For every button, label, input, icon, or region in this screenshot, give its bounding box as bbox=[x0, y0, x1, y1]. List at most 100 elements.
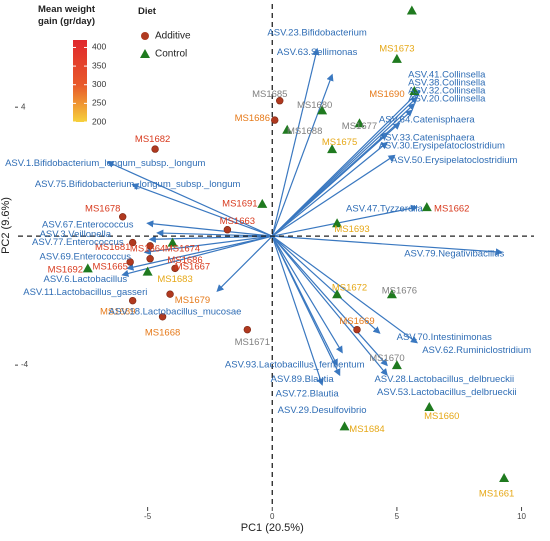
loading-label: ASV.41.Collinsella bbox=[408, 69, 486, 80]
loading-arrow-15 bbox=[148, 235, 273, 243]
loading-label: ASV.93.Lactobacillus_fermentum bbox=[225, 360, 365, 371]
axes-layer: -5 0 5 10 -4 4 PC1 (20.5%) PC2 (9.6%) bbox=[0, 102, 527, 534]
loading-label: ASV.63.Sellimonas bbox=[277, 47, 358, 58]
loading-label: ASV.64.Catenisphaera bbox=[379, 115, 475, 126]
sample-point-control-10 bbox=[257, 198, 268, 208]
x-axis-label: PC1 (20.5%) bbox=[241, 522, 304, 534]
loading-arrow-11 bbox=[131, 183, 273, 237]
loading-arrow-12 bbox=[272, 204, 419, 237]
legend-gradient-tick-label: 350 bbox=[92, 60, 106, 70]
sample-label: MS1693 bbox=[334, 224, 369, 235]
loading-label: ASV.32.Collinsella bbox=[408, 86, 486, 97]
sample-label: MS1681 bbox=[95, 242, 130, 253]
loading-arrow-20 bbox=[216, 235, 273, 292]
legend-gradient-title-line1: Mean weight bbox=[38, 4, 96, 15]
sample-label: MS1677 bbox=[342, 121, 377, 132]
sample-label: MS1691 bbox=[222, 198, 257, 209]
loading-label: ASV.72.Blautia bbox=[276, 389, 340, 400]
sample-label: MS1683 bbox=[157, 274, 192, 285]
sample-label: MS1671 bbox=[235, 337, 270, 348]
sample-label: MS1682 bbox=[135, 134, 170, 145]
loading-arrow-13 bbox=[146, 220, 273, 237]
loadings-layer bbox=[106, 47, 504, 386]
sample-label: MS1670 bbox=[369, 353, 404, 364]
loading-arrow-1 bbox=[271, 73, 334, 237]
sample-point-additive-18 bbox=[146, 255, 154, 263]
sample-label: MS1684 bbox=[349, 424, 384, 435]
sample-point-additive-29 bbox=[353, 325, 361, 334]
y-tick-label: -4 bbox=[21, 360, 29, 369]
y-axis-label: PC2 (9.6%) bbox=[0, 197, 12, 254]
sample-point-additive-14 bbox=[223, 226, 232, 234]
sample-point-control-28 bbox=[386, 289, 397, 299]
legend-gradient-tick-label: 200 bbox=[92, 116, 106, 126]
legend-gradient-tick-label: 250 bbox=[92, 98, 106, 108]
sample-label: MS1692 bbox=[48, 265, 83, 276]
loading-arrow-28 bbox=[271, 235, 324, 386]
loading-arrow-10 bbox=[106, 161, 273, 237]
sample-label: MS1688 bbox=[287, 126, 322, 137]
loading-arrow-26 bbox=[271, 235, 341, 377]
loading-label: ASV.70.Intestinimonas bbox=[397, 332, 492, 343]
sample-point-control-27 bbox=[332, 289, 343, 299]
sample-point-control-8 bbox=[327, 144, 338, 154]
sample-point-additive-23 bbox=[166, 290, 174, 298]
sample-point-additive-13 bbox=[118, 213, 127, 221]
sample-point-additive-21 bbox=[171, 264, 179, 273]
labels-layer: MS1687MS1673MS1690MS1685MS1680MS1686MS16… bbox=[5, 0, 531, 500]
loading-label: ASV.89.Blautia bbox=[271, 374, 335, 385]
loading-label: ASV.53.Lactobacillus_delbrueckii bbox=[377, 387, 517, 398]
legend-diet-control-symbol bbox=[140, 49, 150, 58]
loading-label: ASV.20.Collinsella bbox=[408, 94, 486, 105]
loading-arrow-22 bbox=[271, 235, 419, 344]
y-tick-label: 4 bbox=[21, 102, 26, 111]
sample-label: MS1673 bbox=[379, 44, 414, 55]
sample-point-control-11 bbox=[421, 202, 432, 212]
sample-label: MS1667 bbox=[175, 261, 210, 272]
sample-label: MS1675 bbox=[322, 137, 357, 148]
loading-label: ASV.6.Lactobacillus bbox=[43, 274, 127, 285]
sample-point-control-2 bbox=[409, 86, 420, 96]
loading-label: ASV.38.Collinsella bbox=[408, 78, 486, 89]
sample-point-control-22 bbox=[142, 266, 153, 276]
sample-label: MS1665 bbox=[93, 261, 128, 272]
loading-label: ASV.47.Tyzzerella bbox=[346, 203, 423, 214]
sample-label: MS1678 bbox=[85, 203, 120, 214]
loading-label: ASV.33.Catenisphaera bbox=[379, 132, 475, 143]
sample-label: MS1669 bbox=[339, 316, 374, 327]
sample-point-control-19 bbox=[82, 263, 93, 273]
sample-point-additive-15 bbox=[128, 238, 137, 247]
sample-point-additive-9 bbox=[151, 145, 159, 153]
sample-point-control-0 bbox=[406, 5, 417, 15]
loading-label: ASV.79.Negativibacillus bbox=[404, 248, 504, 259]
legend-gradient-tick-label: 400 bbox=[92, 42, 106, 52]
loading-label: ASV.18.Lactobacillus_mucosae bbox=[109, 306, 242, 317]
loading-label: ASV.30.Erysipelatoclostridium bbox=[379, 140, 505, 151]
loading-arrow-27 bbox=[271, 235, 388, 376]
sample-point-control-12 bbox=[332, 218, 343, 228]
sample-point-control-6 bbox=[282, 124, 293, 134]
loading-label: ASV.11.Lactobacillus_gasseri bbox=[23, 287, 147, 298]
sample-point-additive-20 bbox=[126, 258, 134, 266]
sample-label: MS1660 bbox=[424, 411, 459, 422]
sample-label: MS1680 bbox=[297, 100, 332, 111]
sample-label: MS1663 bbox=[220, 216, 255, 227]
sample-label: MS1685 bbox=[252, 89, 287, 100]
x-tick-label: 10 bbox=[517, 512, 526, 521]
sample-point-additive-24 bbox=[128, 296, 137, 305]
loading-label: ASV.3.Veillonella bbox=[40, 229, 112, 240]
loading-label: ASV.1.Bifidobacterium_longum_subsp._long… bbox=[5, 158, 205, 169]
loading-label: ASV.69.Enterococcus bbox=[40, 252, 132, 263]
sample-label: MS1664 bbox=[130, 244, 165, 255]
samples-layer bbox=[82, 5, 510, 482]
sample-point-control-30 bbox=[391, 360, 402, 370]
legend-gradient-title-line2: gain (gr/day) bbox=[38, 16, 95, 27]
reference-lines bbox=[18, 4, 534, 507]
loading-arrow-9 bbox=[271, 154, 396, 237]
sample-label: MS1687 bbox=[394, 0, 429, 3]
sample-point-additive-5 bbox=[271, 116, 279, 124]
loading-label: ASV.50.Erysipelatoclostridium bbox=[391, 155, 517, 166]
loading-label: ASV.75.Bifidobacterium_longum_subsp._lon… bbox=[35, 179, 241, 190]
sample-label: MS1662 bbox=[434, 203, 469, 214]
